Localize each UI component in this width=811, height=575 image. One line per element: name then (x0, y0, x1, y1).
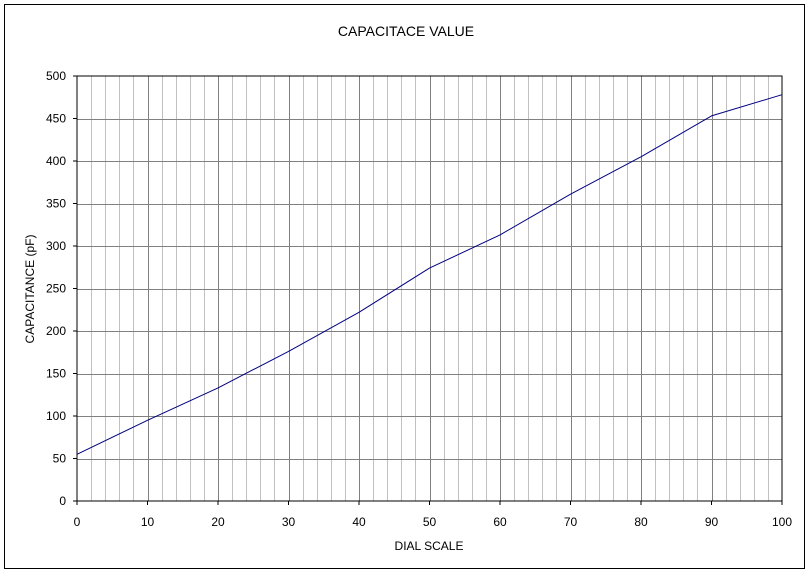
series-line (76, 94, 783, 455)
plot-area (76, 75, 783, 502)
y-tick-label: 500 (46, 69, 66, 83)
y-tick-label: 300 (46, 239, 66, 253)
y-tick-label: 250 (46, 282, 66, 296)
x-tick-label: 90 (705, 515, 719, 529)
x-tick-label: 80 (634, 515, 648, 529)
x-tick-label: 40 (352, 515, 366, 529)
y-tick-label: 200 (46, 324, 66, 338)
x-tick-label: 70 (564, 515, 578, 529)
axis-ticks: 0 10 20 30 40 50 60 70 80 90 100 0 50 100 150 200 250 300… (46, 69, 792, 529)
y-tick-label: 350 (46, 197, 66, 211)
chart-title: CAPACITACE VALUE (338, 23, 474, 39)
chart-frame (4, 4, 805, 569)
y-tick-label: 450 (46, 112, 66, 126)
grid-lines (77, 76, 782, 501)
x-axis-title: DIAL SCALE (395, 539, 464, 553)
x-tick-label: 50 (423, 515, 437, 529)
x-tick-label: 100 (772, 515, 792, 529)
x-tick-label: 60 (493, 515, 507, 529)
x-tick-label: 0 (74, 515, 81, 529)
y-tick-label: 150 (46, 367, 66, 381)
y-axis-title: CAPACITANCE (pF) (23, 235, 37, 344)
y-tick-label: 0 (59, 494, 66, 508)
series-layer (76, 94, 783, 455)
x-tick-label: 10 (141, 515, 155, 529)
x-tick-label: 30 (282, 515, 296, 529)
x-tick-label: 20 (211, 515, 225, 529)
y-tick-label: 400 (46, 154, 66, 168)
y-tick-label: 100 (46, 409, 66, 423)
y-tick-label: 50 (53, 452, 67, 466)
